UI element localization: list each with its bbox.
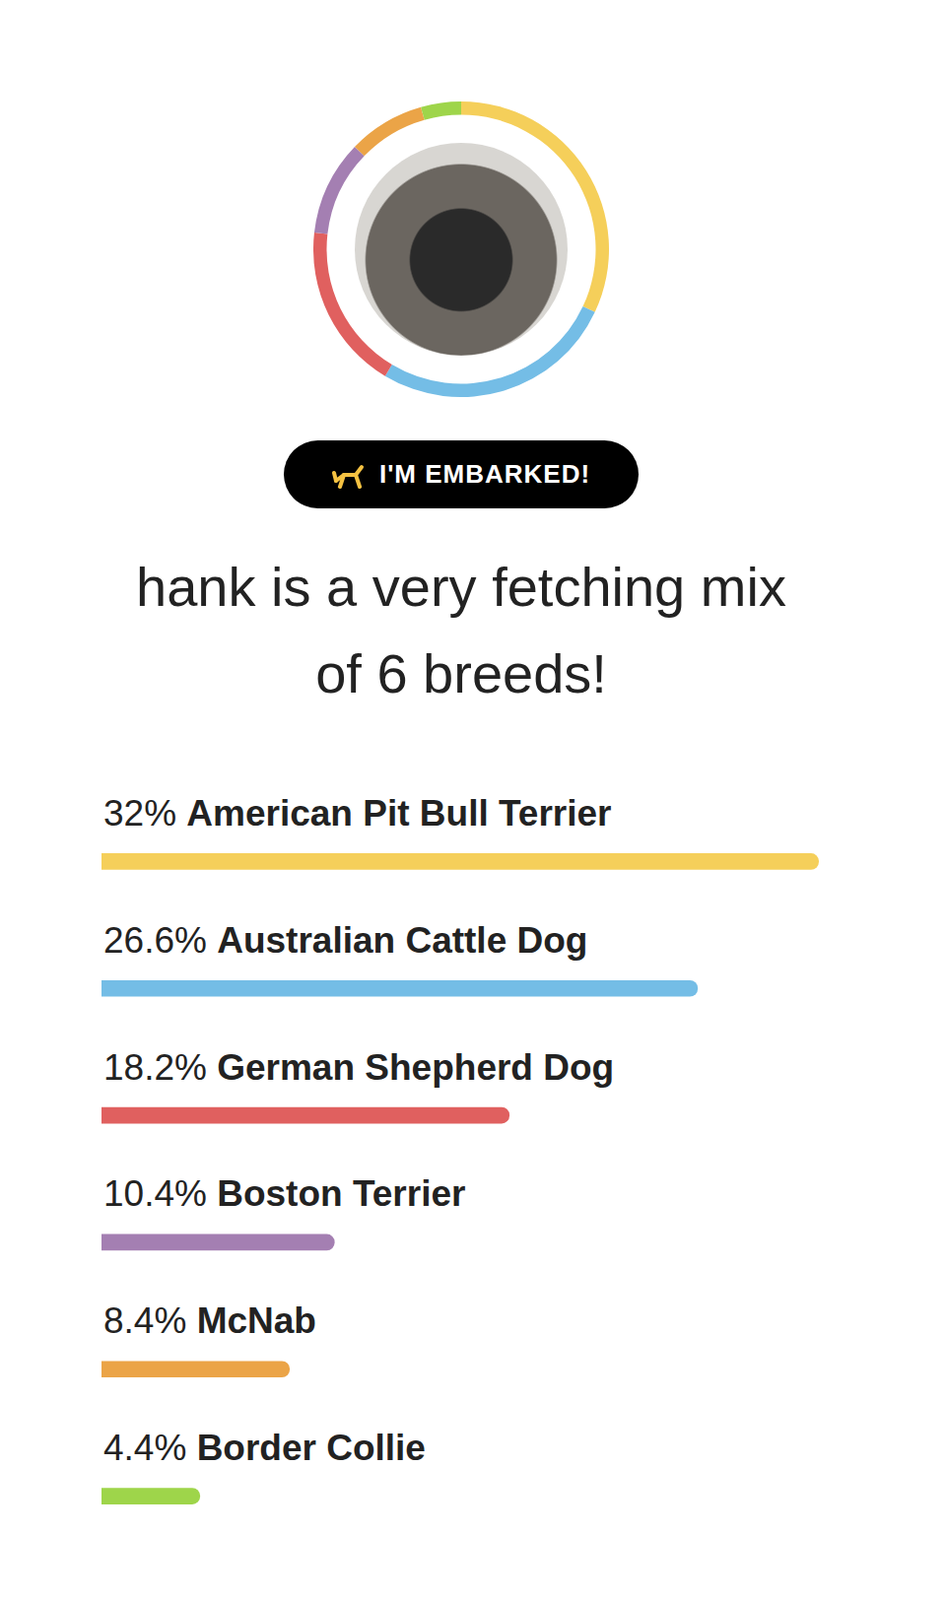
svg-text:26.6% Australian Cattle Dog: 26.6% Australian Cattle Dog xyxy=(103,920,588,961)
html-text:I'M EMBARKED!: I'M EMBARKED! xyxy=(379,459,591,489)
svg-text:18.2% German Shepherd Dog: 18.2% German Shepherd Dog xyxy=(103,1047,614,1088)
html-text:hank is a very fetching mix of: hank is a very fetching mix of 6 breeds! xyxy=(136,555,787,705)
svg-text:10.4% Boston Terrier: 10.4% Boston Terrier xyxy=(103,1173,466,1215)
svg-text:4.4% Border Collie: 4.4% Border Collie xyxy=(103,1427,426,1469)
svg-text:8.4% McNab: 8.4% McNab xyxy=(103,1300,317,1342)
svg-text:32% American Pit Bull Terrier: 32% American Pit Bull Terrier xyxy=(103,793,611,834)
